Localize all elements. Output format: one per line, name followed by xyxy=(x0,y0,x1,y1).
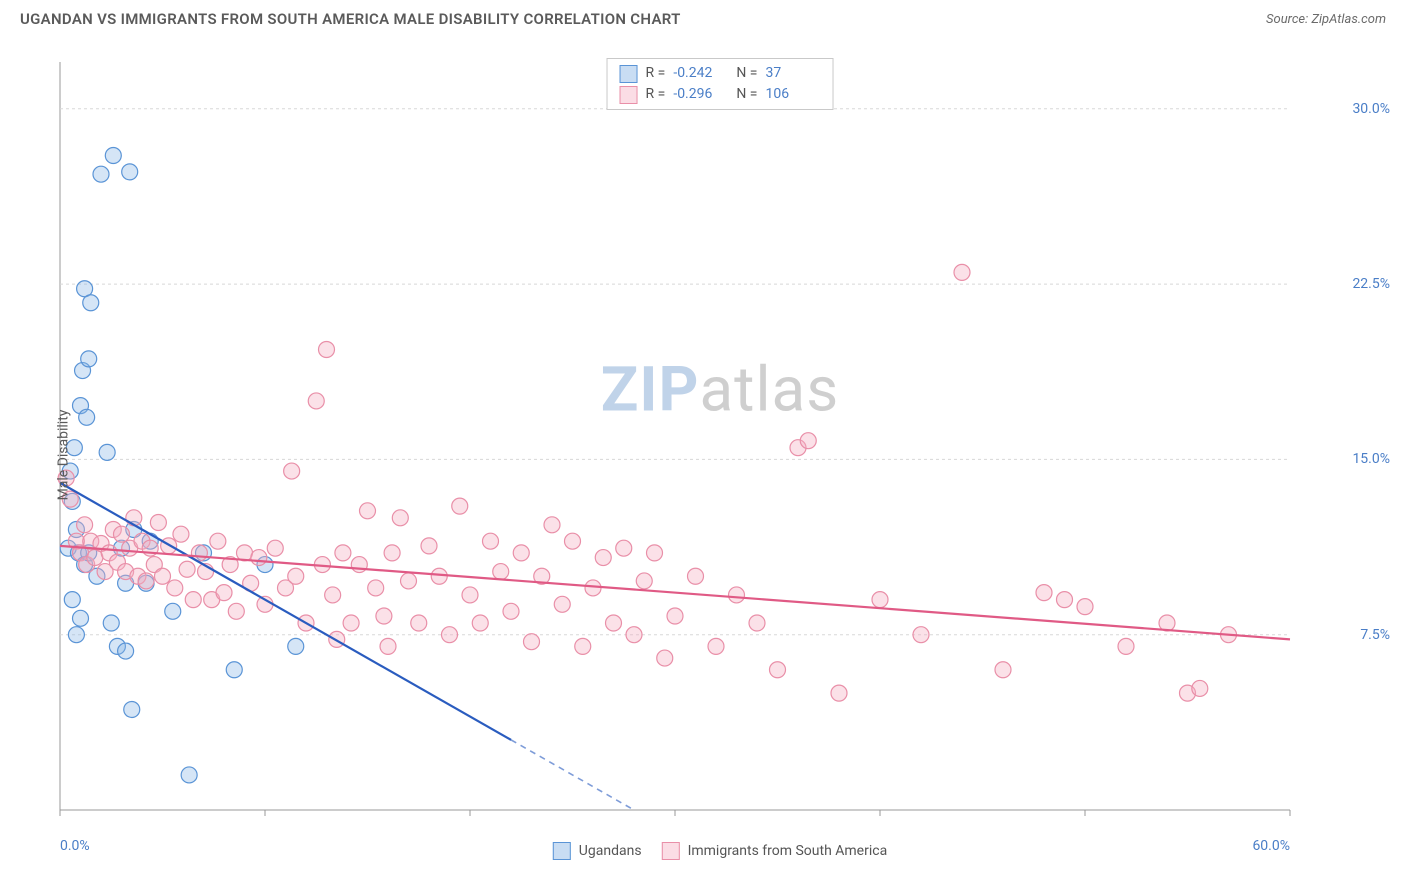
swatch-icon xyxy=(553,842,571,860)
legend-label: Immigrants from South America xyxy=(688,843,888,859)
swatch-icon xyxy=(620,86,638,104)
source-label: Source: xyxy=(1266,12,1308,27)
n-value: 37 xyxy=(765,63,820,84)
stats-row: R = -0.242 N = 37 xyxy=(620,63,821,84)
chart-title: UGANDAN VS IMMIGRANTS FROM SOUTH AMERICA… xyxy=(20,10,681,28)
y-axis-label: Male Disability xyxy=(55,410,71,501)
r-label: R = xyxy=(646,63,666,84)
y-tick-label: 15.0% xyxy=(1352,451,1390,467)
y-tick-label: 30.0% xyxy=(1352,101,1390,117)
legend-label: Ugandans xyxy=(579,843,642,859)
y-tick-label: 22.5% xyxy=(1352,276,1390,292)
x-tick-label: 60.0% xyxy=(1252,838,1290,854)
y-tick-label: 7.5% xyxy=(1360,627,1390,643)
chart-header: UGANDAN VS IMMIGRANTS FROM SOUTH AMERICA… xyxy=(0,0,1406,36)
x-tick-label: 0.0% xyxy=(60,838,90,854)
source-attribution: Source: ZipAtlas.com xyxy=(1266,12,1386,27)
swatch-icon xyxy=(620,65,638,83)
n-label: N = xyxy=(736,84,757,105)
n-value: 106 xyxy=(765,84,820,105)
source-value: ZipAtlas.com xyxy=(1311,12,1386,27)
r-value: -0.296 xyxy=(673,84,728,105)
series-legend: Ugandans Immigrants from South America xyxy=(553,842,887,860)
stats-row: R = -0.296 N = 106 xyxy=(620,84,821,105)
swatch-icon xyxy=(662,842,680,860)
chart-container: Male Disability ZIPatlas R = -0.242 N = … xyxy=(50,50,1390,860)
r-value: -0.242 xyxy=(673,63,728,84)
legend-item: Ugandans xyxy=(553,842,642,860)
n-label: N = xyxy=(736,63,757,84)
r-label: R = xyxy=(646,84,666,105)
scatter-chart xyxy=(50,50,1340,840)
legend-item: Immigrants from South America xyxy=(662,842,888,860)
correlation-stats-box: R = -0.242 N = 37 R = -0.296 N = 106 xyxy=(607,58,834,110)
